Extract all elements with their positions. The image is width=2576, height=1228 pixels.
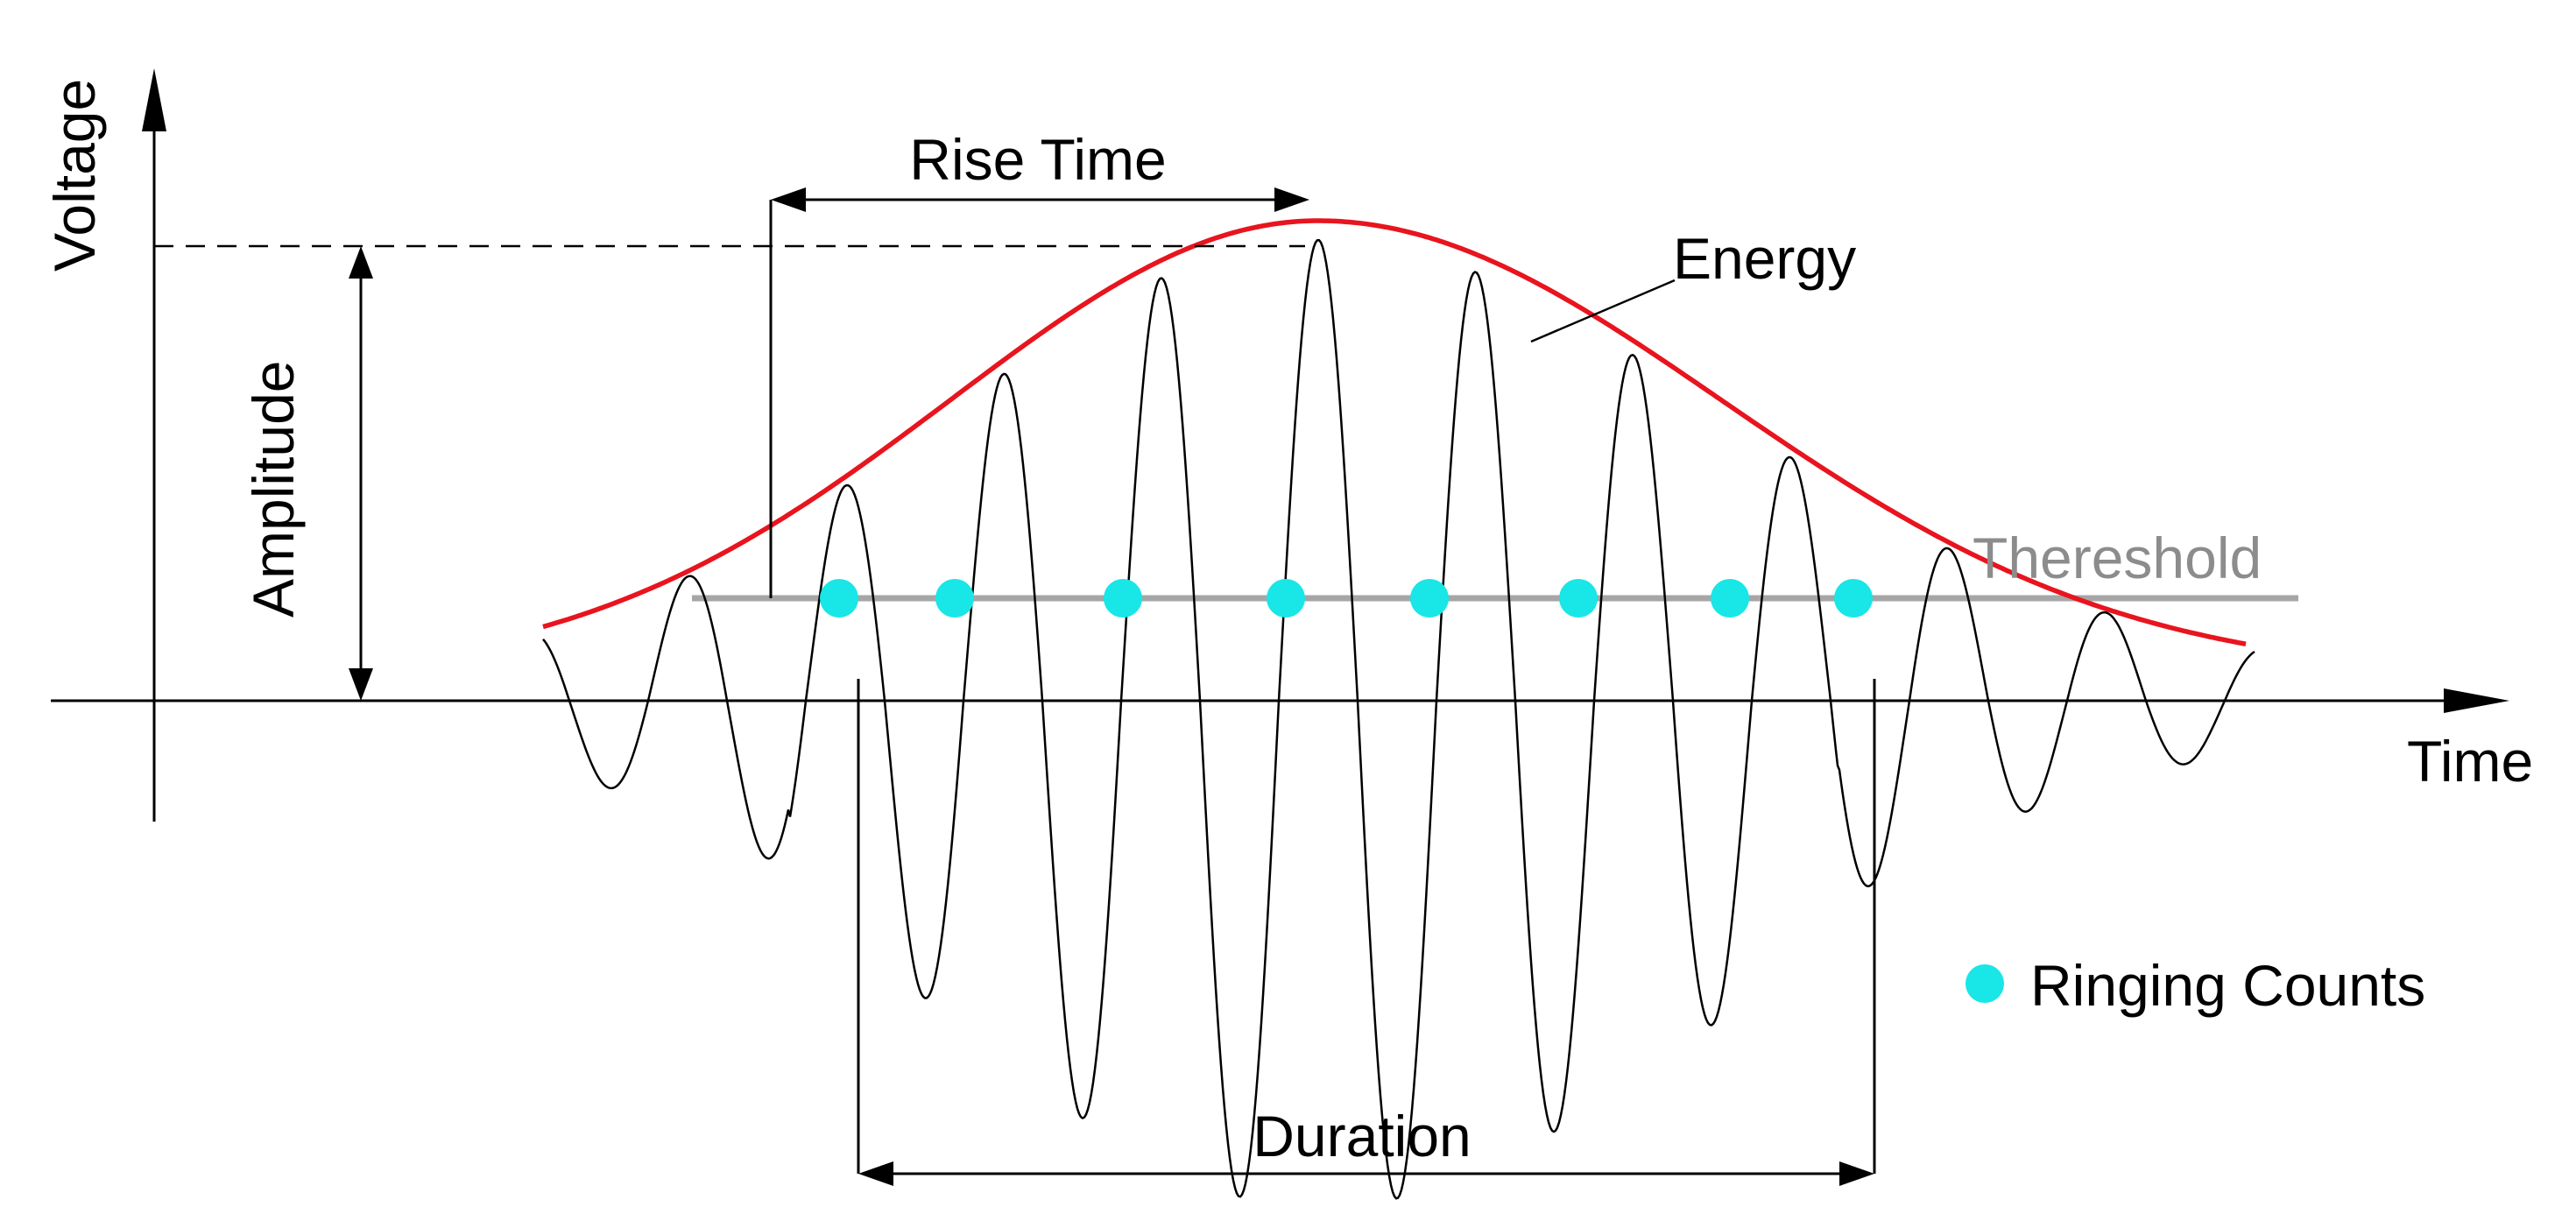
ringing-count-marker <box>1559 579 1598 618</box>
y-axis-arrowhead <box>142 68 166 131</box>
rise-time-dimension-arrow <box>769 187 1309 598</box>
duration-label: Duration <box>1253 1104 1471 1168</box>
ringing-count-marker <box>1104 579 1142 618</box>
legend-ringing-count-marker <box>1966 964 2004 1003</box>
legend-ringing-counts-label: Ringing Counts <box>2030 953 2425 1018</box>
duration-dimension-arrow <box>857 679 1876 1186</box>
y-axis-label: Voltage <box>42 79 107 272</box>
ringing-count-marker <box>1711 579 1749 618</box>
x-axis-label: Time <box>2407 729 2533 794</box>
legend: Ringing Counts <box>1966 953 2425 1018</box>
amplitude-dimension-arrow <box>349 246 373 701</box>
ringing-count-marker <box>1267 579 1305 618</box>
energy-label: Energy <box>1673 226 1856 291</box>
threshold-label: Thereshold <box>1973 526 2262 590</box>
ringing-count-marker <box>1410 579 1449 618</box>
ringing-count-marker <box>935 579 974 618</box>
rise-time-label: Rise Time <box>909 127 1166 192</box>
y-axis <box>142 68 166 822</box>
energy-leader-line <box>1530 279 1676 343</box>
ringing-count-markers <box>820 579 1873 618</box>
energy-envelope-curve <box>542 218 2247 646</box>
x-axis <box>51 688 2509 713</box>
ringing-count-marker <box>820 579 858 618</box>
amplitude-label: Amplitude <box>241 361 306 618</box>
x-axis-arrowhead <box>2444 688 2509 713</box>
ae-waveform <box>542 238 2255 1200</box>
ringing-count-marker <box>1834 579 1873 618</box>
